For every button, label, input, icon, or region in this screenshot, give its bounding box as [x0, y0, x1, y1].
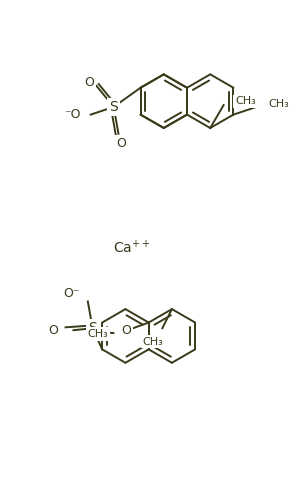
Text: S: S	[88, 321, 97, 335]
Text: CH₃: CH₃	[235, 96, 256, 106]
Text: O: O	[84, 75, 94, 88]
Text: CH₃: CH₃	[142, 337, 163, 347]
Text: O⁻: O⁻	[64, 287, 80, 300]
Text: CH₃: CH₃	[88, 329, 108, 339]
Text: CH₃: CH₃	[268, 99, 289, 109]
Text: S: S	[109, 100, 118, 114]
Text: O: O	[48, 324, 58, 337]
Text: Ca$^{++}$: Ca$^{++}$	[113, 239, 151, 257]
Text: O: O	[121, 324, 131, 337]
Text: O: O	[116, 137, 126, 150]
Text: ⁻O: ⁻O	[65, 108, 81, 121]
